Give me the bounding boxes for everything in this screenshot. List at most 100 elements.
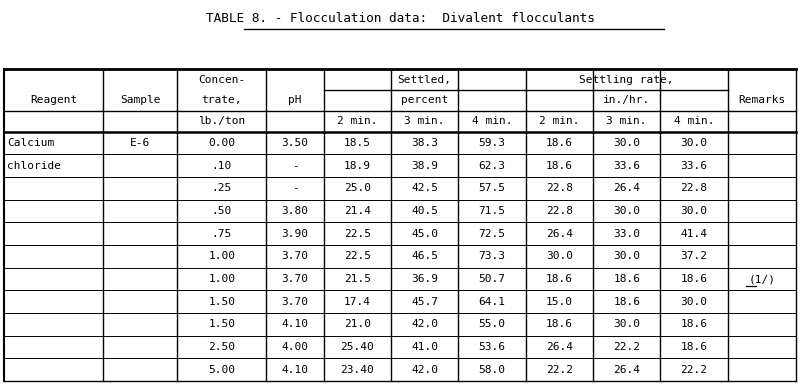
Text: Reagent: Reagent: [30, 95, 77, 105]
Text: 22.8: 22.8: [546, 183, 573, 193]
Text: Calcium: Calcium: [7, 138, 54, 148]
Text: 22.8: 22.8: [681, 183, 707, 193]
Text: 36.9: 36.9: [411, 274, 438, 284]
Text: -: -: [292, 161, 298, 171]
Text: 71.5: 71.5: [478, 206, 506, 216]
Text: .75: .75: [212, 229, 232, 239]
Text: -: -: [292, 183, 298, 193]
Text: Remarks: Remarks: [738, 95, 786, 105]
Text: .50: .50: [212, 206, 232, 216]
Text: 3 min.: 3 min.: [606, 116, 647, 126]
Text: 73.3: 73.3: [478, 251, 506, 261]
Text: 5.00: 5.00: [208, 365, 235, 375]
Text: 22.8: 22.8: [546, 206, 573, 216]
Text: Settled,: Settled,: [398, 75, 452, 85]
Text: 21.0: 21.0: [344, 320, 371, 330]
Text: 21.5: 21.5: [344, 274, 371, 284]
Text: 4 min.: 4 min.: [674, 116, 714, 126]
Text: TABLE 8. - Flocculation data:  Divalent flocculants: TABLE 8. - Flocculation data: Divalent f…: [206, 12, 594, 25]
Text: 23.40: 23.40: [341, 365, 374, 375]
Text: 3.70: 3.70: [282, 297, 309, 307]
Text: 18.9: 18.9: [344, 161, 371, 171]
Text: 18.6: 18.6: [614, 274, 640, 284]
Text: trate,: trate,: [202, 95, 242, 105]
Text: 38.3: 38.3: [411, 138, 438, 148]
Text: 4 min.: 4 min.: [472, 116, 512, 126]
Text: 30.0: 30.0: [546, 251, 573, 261]
Text: 50.7: 50.7: [478, 274, 506, 284]
Text: 1.00: 1.00: [208, 274, 235, 284]
Text: 4.10: 4.10: [282, 320, 309, 330]
Text: 33.0: 33.0: [614, 229, 640, 239]
Text: 41.0: 41.0: [411, 342, 438, 352]
Text: 18.6: 18.6: [546, 274, 573, 284]
Text: 22.2: 22.2: [546, 365, 573, 375]
Text: 26.4: 26.4: [546, 229, 573, 239]
Text: 30.0: 30.0: [681, 138, 707, 148]
Text: 55.0: 55.0: [478, 320, 506, 330]
Text: 58.0: 58.0: [478, 365, 506, 375]
Text: 3.70: 3.70: [282, 251, 309, 261]
Text: 37.2: 37.2: [681, 251, 707, 261]
Text: 18.6: 18.6: [681, 274, 707, 284]
Text: 18.5: 18.5: [344, 138, 371, 148]
Text: 30.0: 30.0: [614, 138, 640, 148]
Text: pH: pH: [288, 95, 302, 105]
Text: 59.3: 59.3: [478, 138, 506, 148]
Text: 3.90: 3.90: [282, 229, 309, 239]
Text: 26.4: 26.4: [614, 365, 640, 375]
Text: 53.6: 53.6: [478, 342, 506, 352]
Text: 3 min.: 3 min.: [405, 116, 445, 126]
Text: Sample: Sample: [120, 95, 160, 105]
Text: 0.00: 0.00: [208, 138, 235, 148]
Text: 30.0: 30.0: [681, 297, 707, 307]
Text: 2 min.: 2 min.: [539, 116, 580, 126]
Text: 22.2: 22.2: [614, 342, 640, 352]
Text: 45.0: 45.0: [411, 229, 438, 239]
Text: 1.50: 1.50: [208, 297, 235, 307]
Text: 18.6: 18.6: [546, 161, 573, 171]
Text: 30.0: 30.0: [681, 206, 707, 216]
Text: 22.5: 22.5: [344, 229, 371, 239]
Text: (1/): (1/): [748, 274, 775, 284]
Text: 15.0: 15.0: [546, 297, 573, 307]
Text: 25.40: 25.40: [341, 342, 374, 352]
Text: 64.1: 64.1: [478, 297, 506, 307]
Text: 3.50: 3.50: [282, 138, 309, 148]
Text: 3.80: 3.80: [282, 206, 309, 216]
Text: 17.4: 17.4: [344, 297, 371, 307]
Text: chloride: chloride: [7, 161, 61, 171]
Text: 42.0: 42.0: [411, 365, 438, 375]
Text: 18.6: 18.6: [546, 138, 573, 148]
Text: 41.4: 41.4: [681, 229, 707, 239]
Text: 30.0: 30.0: [614, 206, 640, 216]
Text: 22.2: 22.2: [681, 365, 707, 375]
Text: 18.6: 18.6: [681, 342, 707, 352]
Text: E-6: E-6: [130, 138, 150, 148]
Text: 18.6: 18.6: [681, 320, 707, 330]
Text: 42.5: 42.5: [411, 183, 438, 193]
Text: Concen-: Concen-: [198, 75, 246, 85]
Text: 2.50: 2.50: [208, 342, 235, 352]
Text: 46.5: 46.5: [411, 251, 438, 261]
Text: 30.0: 30.0: [614, 320, 640, 330]
Text: 21.4: 21.4: [344, 206, 371, 216]
Text: 45.7: 45.7: [411, 297, 438, 307]
Text: 3.70: 3.70: [282, 274, 309, 284]
Text: 1.50: 1.50: [208, 320, 235, 330]
Text: 4.10: 4.10: [282, 365, 309, 375]
Text: 22.5: 22.5: [344, 251, 371, 261]
Text: Settling rate,: Settling rate,: [579, 75, 674, 85]
Text: 42.0: 42.0: [411, 320, 438, 330]
Text: percent: percent: [401, 95, 448, 105]
Text: .25: .25: [212, 183, 232, 193]
Text: 26.4: 26.4: [614, 183, 640, 193]
Text: 33.6: 33.6: [681, 161, 707, 171]
Text: lb./ton: lb./ton: [198, 116, 246, 126]
Text: 38.9: 38.9: [411, 161, 438, 171]
Text: 2 min.: 2 min.: [337, 116, 378, 126]
Text: 18.6: 18.6: [546, 320, 573, 330]
Text: 72.5: 72.5: [478, 229, 506, 239]
Text: 25.0: 25.0: [344, 183, 371, 193]
Text: 30.0: 30.0: [614, 251, 640, 261]
